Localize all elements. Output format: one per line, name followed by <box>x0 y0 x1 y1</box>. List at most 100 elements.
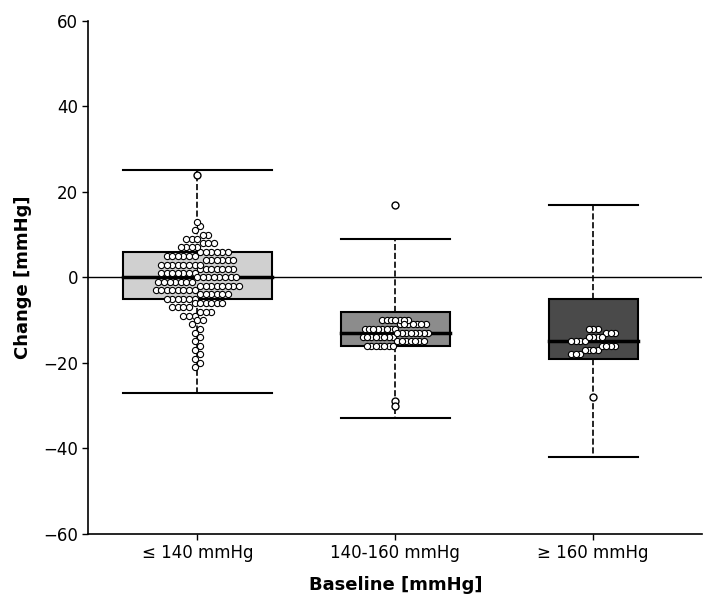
Point <box>180 277 192 286</box>
Point <box>394 319 405 329</box>
Point <box>359 324 370 334</box>
Point <box>161 260 173 269</box>
Point <box>205 264 217 274</box>
Point <box>583 345 594 355</box>
Point <box>161 251 173 261</box>
Point <box>203 272 214 282</box>
Point <box>574 350 586 359</box>
Point <box>377 324 388 334</box>
Point <box>588 324 599 334</box>
Point <box>200 255 211 265</box>
Point <box>366 341 377 351</box>
Point <box>368 324 379 334</box>
Point <box>222 281 233 291</box>
Point <box>394 315 405 325</box>
Point <box>405 337 416 347</box>
Point <box>192 272 203 282</box>
Point <box>208 238 220 248</box>
Point <box>219 272 231 282</box>
Point <box>183 260 195 269</box>
Point <box>172 251 183 261</box>
Point <box>205 298 217 308</box>
Point <box>216 281 228 291</box>
Point <box>405 328 416 338</box>
Point <box>583 333 594 342</box>
Point <box>180 234 192 244</box>
Point <box>396 337 407 347</box>
Point <box>211 298 223 308</box>
Point <box>197 272 208 282</box>
Point <box>570 337 581 347</box>
Point <box>583 324 594 334</box>
Point <box>183 285 195 295</box>
Point <box>609 328 621 338</box>
Point <box>183 311 195 320</box>
Point <box>194 247 205 257</box>
Point <box>402 315 414 325</box>
Point <box>194 306 205 316</box>
Point <box>216 264 228 274</box>
Point <box>381 324 392 334</box>
Point <box>418 337 430 347</box>
Point <box>231 272 242 282</box>
Point <box>211 281 223 291</box>
Point <box>189 311 200 320</box>
Point <box>167 294 178 303</box>
Point <box>205 255 217 265</box>
Point <box>192 234 203 244</box>
Point <box>200 298 211 308</box>
Point <box>170 277 181 286</box>
Point <box>172 285 183 295</box>
Point <box>200 264 211 274</box>
Point <box>377 315 388 325</box>
Point <box>381 315 392 325</box>
Point <box>216 255 228 265</box>
Point <box>402 319 414 329</box>
Point <box>418 328 430 338</box>
Y-axis label: Change [mmHg]: Change [mmHg] <box>14 196 32 359</box>
Point <box>409 337 420 347</box>
Point <box>194 350 205 359</box>
Point <box>194 341 205 351</box>
Point <box>214 272 226 282</box>
Point <box>357 333 368 342</box>
Point <box>161 268 173 278</box>
Point <box>164 277 175 286</box>
Point <box>189 268 200 278</box>
Point <box>186 234 198 244</box>
Point <box>194 281 205 291</box>
Point <box>592 324 604 334</box>
Point <box>422 328 434 338</box>
Point <box>194 221 205 231</box>
Point <box>194 260 205 269</box>
Point <box>413 328 425 338</box>
Point <box>192 315 203 325</box>
Point <box>205 306 217 316</box>
Point <box>194 358 205 368</box>
Point <box>233 281 245 291</box>
Point <box>189 345 200 355</box>
Point <box>411 319 422 329</box>
Point <box>172 294 183 303</box>
Point <box>390 315 401 325</box>
Point <box>167 251 178 261</box>
Point <box>175 277 186 286</box>
Point <box>385 324 397 334</box>
Point <box>194 264 205 274</box>
Point <box>383 333 395 342</box>
Point <box>197 230 208 240</box>
Point <box>407 319 418 329</box>
Point <box>189 226 200 235</box>
Point <box>211 289 223 299</box>
Point <box>178 260 189 269</box>
Point <box>155 285 167 295</box>
Point <box>362 333 373 342</box>
Point <box>416 319 427 329</box>
Point <box>197 238 208 248</box>
Point <box>374 333 386 342</box>
Point <box>189 298 200 308</box>
Point <box>205 281 217 291</box>
FancyBboxPatch shape <box>548 299 638 359</box>
Point <box>579 337 590 347</box>
Point <box>189 337 200 347</box>
